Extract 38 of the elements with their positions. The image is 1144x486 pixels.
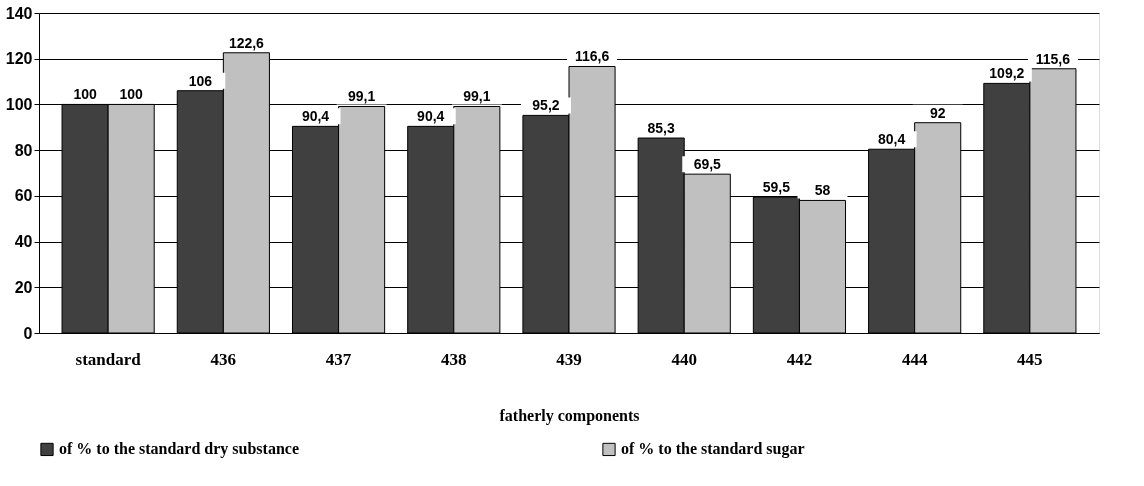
data-label: 109,2 bbox=[989, 65, 1025, 82]
data-label: 99,1 bbox=[463, 88, 491, 105]
data-label: 90,4 bbox=[301, 108, 330, 125]
y-tick-label: 20 bbox=[14, 278, 33, 296]
y-tick-label: 0 bbox=[23, 324, 33, 342]
data-label: 58 bbox=[814, 182, 831, 199]
y-tick-label: 60 bbox=[14, 187, 33, 205]
x-tick-label: 445 bbox=[1017, 349, 1043, 369]
y-tick-label: 80 bbox=[14, 141, 33, 159]
data-label: 90,4 bbox=[417, 108, 445, 125]
data-label: 100 bbox=[73, 86, 97, 103]
data-label: 99,1 bbox=[347, 88, 376, 105]
x-tick-label: 442 bbox=[786, 349, 813, 369]
data-label: 80,4 bbox=[877, 131, 906, 148]
y-tick-label: 140 bbox=[5, 4, 33, 22]
data-label: 92 bbox=[929, 104, 946, 121]
data-label: 85,3 bbox=[647, 120, 676, 137]
y-tick-label: 120 bbox=[5, 50, 33, 68]
x-tick-label: 437 bbox=[325, 349, 352, 369]
data-label: 122,6 bbox=[228, 34, 265, 51]
x-tick-label: 444 bbox=[901, 349, 928, 369]
data-label: 69,5 bbox=[693, 156, 722, 173]
data-label: 116,6 bbox=[574, 48, 610, 65]
data-label: 59,5 bbox=[762, 179, 791, 195]
x-tick-label: 436 bbox=[210, 349, 237, 369]
data-label: 106 bbox=[188, 72, 213, 89]
legend-label: of % to the standard sugar bbox=[621, 440, 805, 459]
x-tick-label: 438 bbox=[441, 349, 467, 369]
legend-label: of % to the standard dry substance bbox=[59, 440, 300, 459]
data-label: 100 bbox=[119, 86, 144, 103]
y-tick-label: 100 bbox=[5, 95, 33, 113]
x-tick-label: 440 bbox=[671, 349, 697, 369]
data-label: 115,6 bbox=[1035, 50, 1071, 67]
x-tick-label: standard bbox=[75, 349, 142, 369]
x-axis-title: fatherly components bbox=[499, 406, 640, 425]
y-tick-label: 40 bbox=[14, 233, 33, 251]
x-tick-label: 439 bbox=[556, 349, 582, 369]
data-label: 95,2 bbox=[532, 97, 560, 114]
